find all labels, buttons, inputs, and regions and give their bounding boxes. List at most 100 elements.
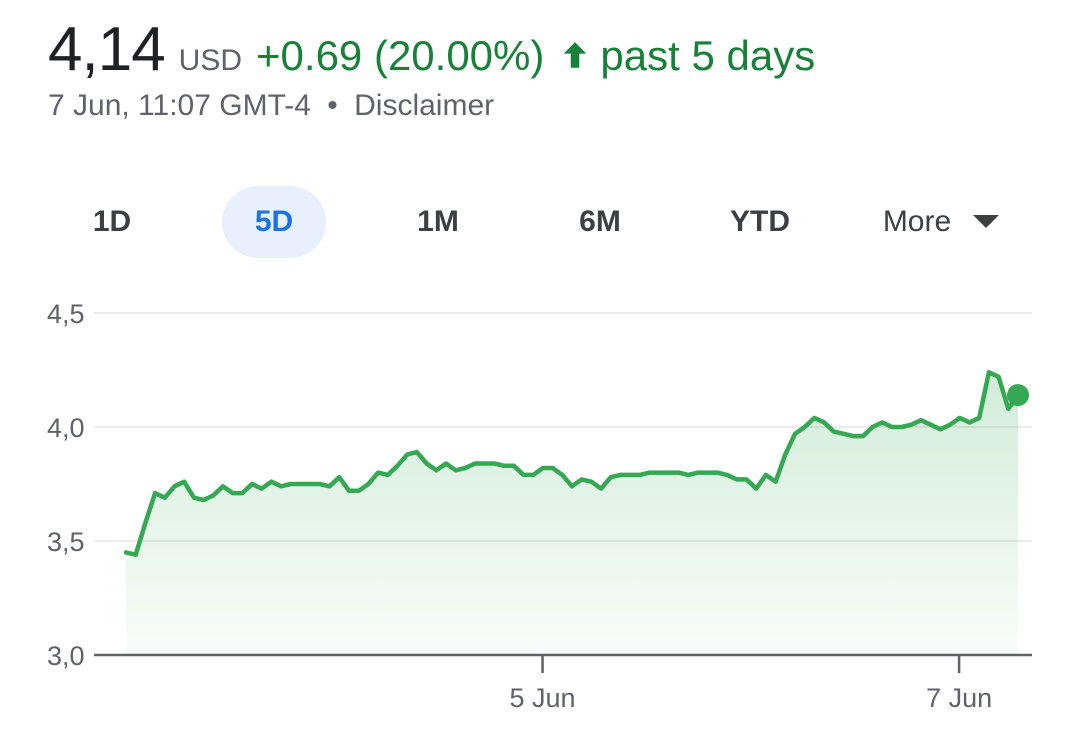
data-point [134, 553, 138, 557]
data-point [725, 473, 729, 477]
data-point [919, 418, 923, 422]
data-point [793, 432, 797, 436]
data-point [279, 484, 283, 488]
more-dropdown[interactable]: More [862, 186, 1020, 258]
data-point [163, 496, 167, 500]
tab-1m[interactable]: 1M [386, 186, 490, 258]
data-point [454, 468, 458, 472]
x-tick-label: 7 Jun [926, 683, 992, 713]
x-axis-labels: 5 Jun 7 Jun [510, 654, 992, 713]
data-point [1006, 407, 1010, 411]
more-label: More [882, 205, 952, 238]
tab-label: 5D [254, 205, 294, 238]
data-point [977, 416, 981, 420]
data-point [609, 475, 613, 479]
currency-code: USD [178, 44, 243, 77]
data-point [958, 416, 962, 420]
data-point [463, 466, 467, 470]
data-point [260, 487, 264, 491]
tab-ytd[interactable]: YTD [708, 186, 812, 258]
caret-down-icon [973, 214, 1000, 228]
arrow-up-icon [558, 38, 592, 72]
data-point [938, 427, 942, 431]
data-point [366, 482, 370, 486]
y-tick-label: 3,0 [47, 641, 85, 671]
data-point [783, 452, 787, 456]
data-point [832, 430, 836, 434]
data-point [667, 471, 671, 475]
data-point [715, 471, 719, 475]
data-point [289, 482, 293, 486]
data-point [929, 423, 933, 427]
data-point [153, 491, 157, 495]
data-point [357, 489, 361, 493]
range-tabs: 1D 5D 1M 6M YTD More [60, 186, 1060, 258]
data-point [948, 423, 952, 427]
data-point [522, 473, 526, 477]
data-point [192, 496, 196, 500]
price-series-line [123, 370, 1021, 557]
data-point [745, 477, 749, 481]
data-point [250, 482, 254, 486]
disclaimer-link[interactable]: Disclaimer [354, 89, 495, 122]
quote-header: 4,14 USD +0.69 (20.00%) past 5 days 7 Ju… [48, 14, 815, 123]
data-point [318, 482, 322, 486]
data-point [560, 473, 564, 477]
data-point [997, 375, 1001, 379]
y-tick-label: 4,0 [47, 413, 85, 443]
data-point [812, 416, 816, 420]
y-tick-label: 3,5 [47, 527, 85, 557]
data-point [580, 477, 584, 481]
tab-5d[interactable]: 5D [222, 186, 326, 258]
data-point [880, 420, 884, 424]
data-point [308, 482, 312, 486]
data-point [347, 489, 351, 493]
data-point [628, 473, 632, 477]
data-point [405, 452, 409, 456]
quote-meta: 7 Jun, 11:07 GMT-4 • Disclaimer [48, 89, 815, 123]
data-point [900, 425, 904, 429]
price-row: 4,14 USD +0.69 (20.00%) past 5 days [48, 14, 815, 85]
data-point [570, 484, 574, 488]
tab-6m[interactable]: 6M [548, 186, 652, 258]
data-point [240, 491, 244, 495]
tab-1d[interactable]: 1D [60, 186, 164, 258]
tab-label: 1M [417, 205, 459, 238]
data-point [541, 466, 545, 470]
y-axis-labels: 3,0 3,5 4,0 4,5 [47, 299, 85, 671]
data-point [299, 482, 303, 486]
data-point [657, 471, 661, 475]
data-point [735, 477, 739, 481]
data-point [492, 461, 496, 465]
data-point [124, 550, 128, 554]
data-point [909, 423, 913, 427]
data-point [211, 493, 215, 497]
data-point [172, 484, 176, 488]
data-point [822, 420, 826, 424]
last-price-marker [1007, 384, 1029, 407]
data-point [754, 487, 758, 491]
data-point [987, 370, 991, 374]
data-point [415, 450, 419, 454]
y-tick-label: 4,5 [47, 299, 85, 329]
data-point [648, 471, 652, 475]
data-point [425, 461, 429, 465]
data-point [774, 480, 778, 484]
data-point [551, 466, 555, 470]
data-point [599, 487, 603, 491]
price-chart: 3,0 3,5 4,0 4,5 5 Jun 7 Jun [47, 299, 1032, 713]
data-point [677, 471, 681, 475]
data-point [502, 464, 506, 468]
data-point [434, 468, 438, 472]
quote-timestamp: 7 Jun, 11:07 GMT-4 [48, 89, 311, 122]
data-point [638, 473, 642, 477]
data-point [221, 484, 225, 488]
data-point [706, 471, 710, 475]
data-point [696, 471, 700, 475]
data-point [512, 464, 516, 468]
data-point [444, 461, 448, 465]
meta-separator: • [327, 89, 338, 122]
data-point [376, 471, 380, 475]
price-area-fill [126, 372, 1018, 655]
data-point [395, 464, 399, 468]
